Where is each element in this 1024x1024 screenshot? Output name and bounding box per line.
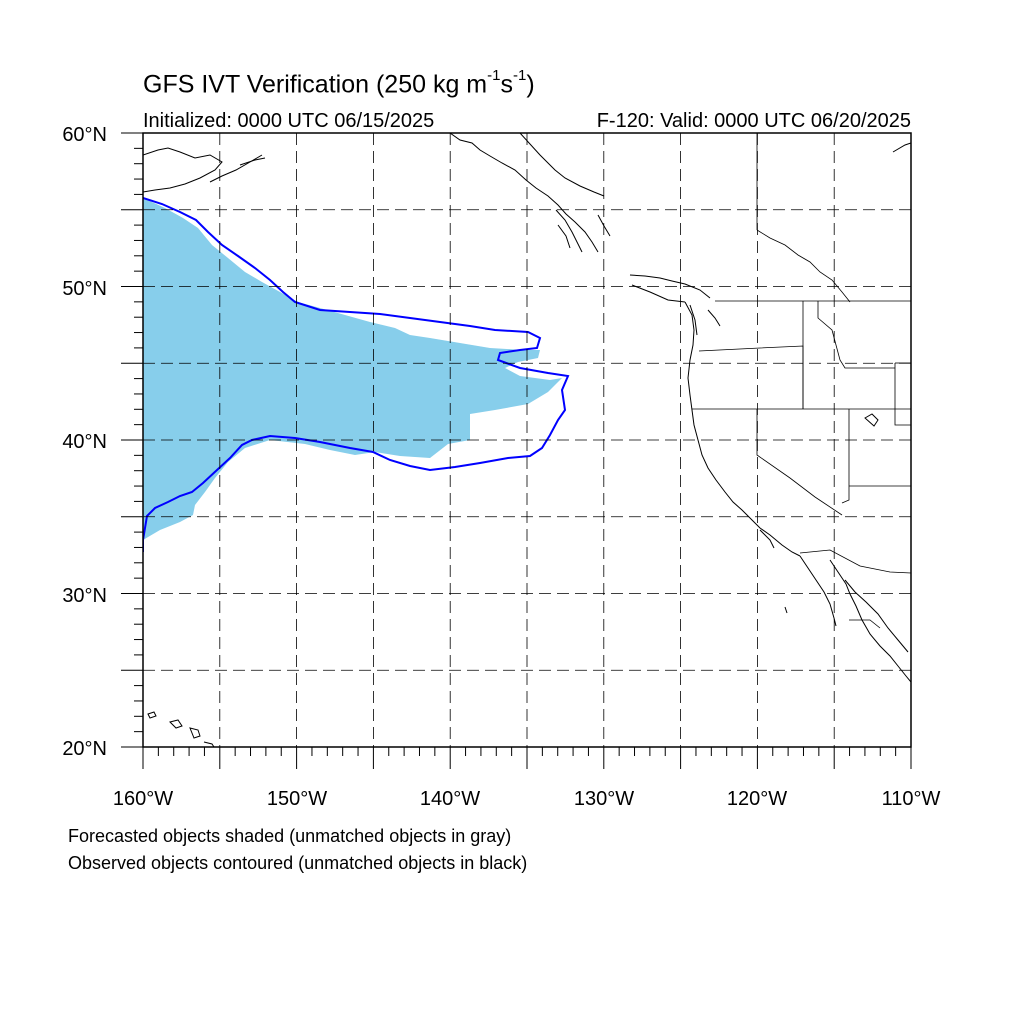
axis-ticks <box>121 132 912 769</box>
observed-object-contour <box>143 197 570 552</box>
lon-label-110w: 110°W <box>882 788 941 810</box>
map-plot-area <box>143 133 911 747</box>
init-time-label: Initialized: 0000 UTC 06/15/2025 <box>143 110 435 132</box>
lat-label-30: 30°N <box>62 585 107 607</box>
lat-label-40: 40°N <box>62 431 107 453</box>
lat-label-60: 60°N <box>62 124 107 146</box>
lon-label-160w: 160°W <box>113 788 173 810</box>
political-boundaries <box>692 133 911 629</box>
lon-label-150w: 150°W <box>267 788 327 810</box>
graticule <box>143 133 911 747</box>
lon-label-120w: 120°W <box>727 788 787 810</box>
observed-legend-note: Observed objects contoured (unmatched ob… <box>68 853 528 873</box>
forecast-legend-note: Forecasted objects shaded (unmatched obj… <box>68 826 512 846</box>
forecast-object <box>143 198 562 540</box>
lon-label-140w: 140°W <box>420 788 480 810</box>
page-title: GFS IVT Verification (250 kg m-1s-1) <box>143 67 535 99</box>
lon-label-130w: 130°W <box>574 788 634 810</box>
lat-axis-labels: 60°N 50°N 40°N 30°N 20°N <box>62 124 107 760</box>
coastline <box>143 133 911 747</box>
valid-time-label: F-120: Valid: 0000 UTC 06/20/2025 <box>596 110 911 132</box>
lat-label-20: 20°N <box>62 738 107 760</box>
lon-axis-labels: 160°W 150°W 140°W 130°W 120°W 110°W <box>113 788 941 810</box>
lat-label-50: 50°N <box>62 278 107 300</box>
